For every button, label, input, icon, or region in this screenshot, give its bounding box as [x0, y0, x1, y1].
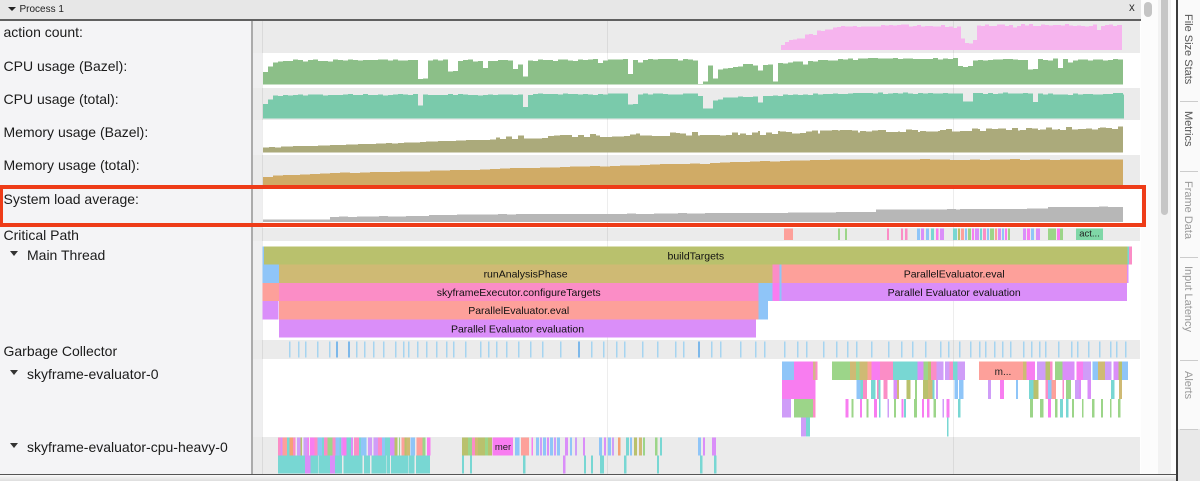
svg-text:ParallelEvaluator.eval: ParallelEvaluator.eval: [468, 305, 569, 317]
svg-text:skyframeExecutor.configureTarg: skyframeExecutor.configureTargets: [437, 287, 601, 299]
svg-text:act...: act...: [1079, 229, 1100, 240]
svg-text:Parallel Evaluator evaluation: Parallel Evaluator evaluation: [888, 287, 1021, 299]
svg-text:mer: mer: [495, 442, 511, 453]
svg-text:buildTargets: buildTargets: [667, 251, 724, 263]
svg-text:Parallel Evaluator evaluation: Parallel Evaluator evaluation: [451, 323, 584, 335]
svg-text:m...: m...: [995, 367, 1012, 378]
svg-text:ParallelEvaluator.eval: ParallelEvaluator.eval: [904, 269, 1005, 281]
svg-text:runAnalysisPhase: runAnalysisPhase: [484, 269, 568, 281]
